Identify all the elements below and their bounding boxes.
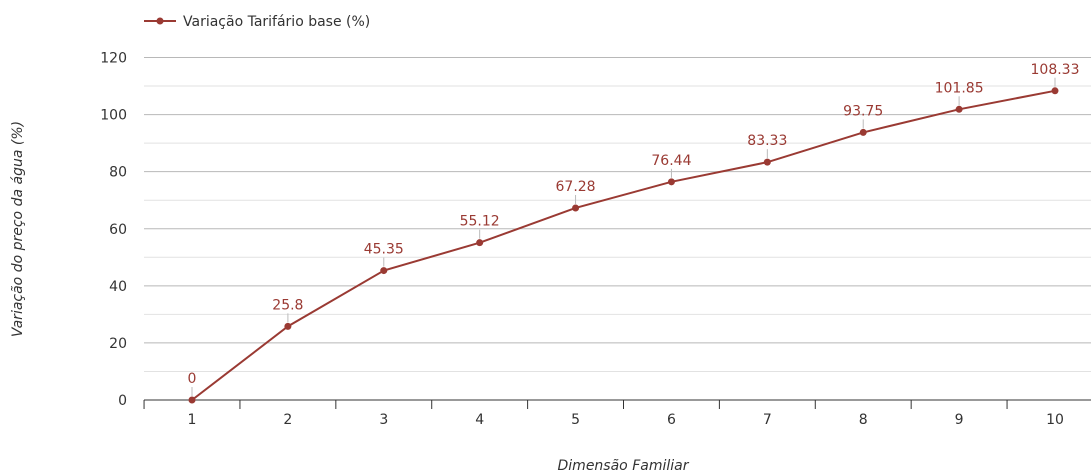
data-label: 76.44 [651,153,691,169]
y-tick-label: 60 [109,222,127,238]
data-point [859,128,867,136]
data-label: 25.8 [272,297,303,313]
data-point [763,158,771,166]
x-tick-label: 1 [188,412,197,428]
data-point [284,322,292,330]
x-tick-label: 6 [667,412,676,428]
x-tick-label: 5 [571,412,580,428]
gridlines [144,57,1091,372]
data-label: 67.28 [556,179,596,195]
y-tick-label: 100 [100,108,127,124]
data-label: 83.33 [747,133,787,149]
data-point [667,178,675,186]
legend-label: Variação Tarifário base (%) [183,14,370,30]
data-point [572,204,580,212]
x-tick-label: 9 [955,412,964,428]
x-axis-title: Dimensão Familiar [558,458,690,474]
data-label: 108.33 [1031,62,1080,78]
y-tick-label: 0 [118,393,127,409]
data-label: 55.12 [460,214,500,230]
x-tick-label: 4 [475,412,484,428]
data-point [476,239,484,247]
y-axis-title: Variação do preço da água (%) [10,121,26,337]
x-axis-ticks: 1 2 3 4 5 6 7 8 9 10 [143,400,1064,428]
data-point [1051,87,1059,95]
y-tick-label: 40 [109,279,127,295]
data-point [955,105,963,113]
data-label: 0 [188,371,197,387]
y-tick-label: 80 [109,165,127,181]
x-tick-label: 8 [859,412,868,428]
y-axis-ticks: 0 20 40 60 80 100 120 [100,51,127,410]
x-tick-label: 3 [379,412,388,428]
data-label: 45.35 [364,242,404,258]
data-point [188,396,196,404]
y-tick-label: 120 [100,51,127,67]
x-tick-label: 7 [763,412,772,428]
series-polyline [191,89,1056,401]
legend: Variação Tarifário base (%) [144,14,370,30]
data-label: 93.75 [843,103,883,119]
data-label: 101.85 [935,80,984,96]
data-point [380,267,388,275]
legend-dot-marker [156,17,164,25]
y-tick-label: 20 [109,336,127,352]
x-tick-label: 2 [283,412,292,428]
series-line: 0 25.8 45.35 55.12 67.28 76.44 83.33 93.75 101.8… [188,62,1080,404]
x-tick-label: 10 [1046,412,1064,428]
